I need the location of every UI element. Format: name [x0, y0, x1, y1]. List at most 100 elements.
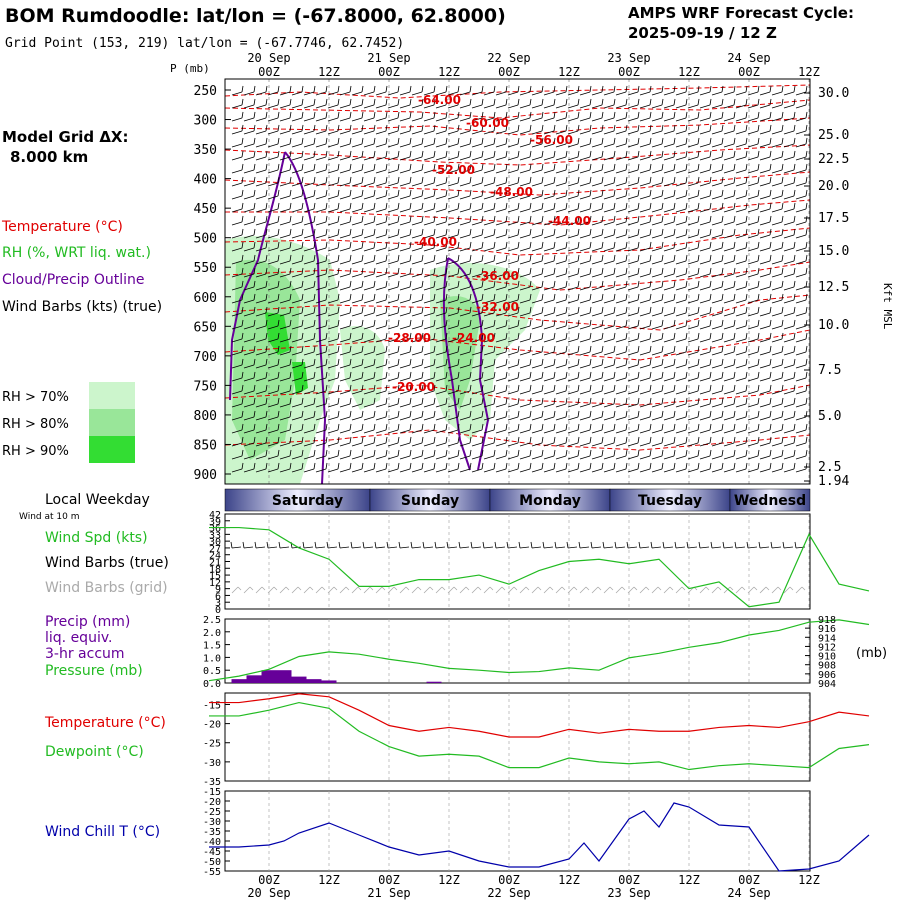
wind-barb-flag — [541, 85, 544, 93]
wind-barb — [387, 410, 400, 421]
wind-barb-shaft — [315, 416, 327, 421]
wind-barb-shaft — [399, 338, 411, 343]
wind-barb-flag — [409, 228, 412, 236]
wind-barb — [255, 228, 268, 239]
wind-barb-flag — [541, 215, 544, 223]
wind-barb — [363, 319, 376, 330]
wind-barb-flag — [337, 384, 340, 392]
wind-barb-shaft — [339, 260, 351, 265]
wind-barb — [267, 215, 280, 226]
wind-barb-flag — [493, 462, 496, 470]
wind-barb — [375, 111, 388, 122]
wind-barb — [459, 423, 472, 434]
wind-barb-flag — [517, 215, 520, 223]
wind-barb — [423, 267, 436, 278]
bottom-date-label: 20 Sep — [247, 886, 290, 900]
wind-barb-flag — [481, 228, 484, 236]
wind-barb-flag — [337, 85, 340, 93]
wind-barb-shaft — [399, 208, 411, 213]
wind-barb-flag — [289, 241, 292, 249]
wind-barb — [411, 462, 424, 473]
wind-barb — [483, 423, 496, 434]
wind-barb-flag — [361, 189, 364, 197]
wind-barb — [435, 345, 448, 356]
wind-barb — [351, 85, 364, 96]
wind-barb-flag — [505, 189, 508, 197]
wind-barb — [231, 124, 244, 135]
wind-barb-shaft — [483, 169, 495, 174]
wind-barb-shaft — [363, 338, 375, 343]
wind-barb-flag — [493, 202, 496, 210]
wind-barb-flag — [373, 410, 376, 418]
wind-barb-shaft — [531, 312, 543, 317]
wind-barb-flag — [265, 163, 268, 171]
wind-barb-flag — [469, 280, 472, 288]
isotherm-line — [225, 144, 810, 166]
wind-barb-shaft — [351, 130, 363, 135]
height-tick-label: 12.5 — [818, 280, 849, 295]
wind-barb-flag — [373, 293, 376, 301]
wind-barb-shaft — [339, 429, 351, 434]
wind-barb-flag — [409, 176, 412, 184]
wind-barb-shaft — [423, 247, 435, 252]
wind-barb — [231, 306, 244, 317]
wind-barb-shaft — [435, 325, 447, 330]
wind-barb-flag — [481, 85, 484, 93]
wind-barb-shaft — [483, 91, 495, 96]
wind-barb — [243, 436, 256, 447]
wind-barb — [279, 345, 292, 356]
wind-barb-flag — [445, 449, 448, 457]
precip-bar — [231, 679, 247, 683]
wind-barb-shaft — [411, 351, 423, 356]
wind-barb — [459, 371, 472, 382]
wind-barb-flag — [445, 423, 448, 431]
wind-barb — [435, 280, 448, 291]
wind-barb — [519, 124, 532, 135]
isotherm-label: -64.00 — [418, 93, 461, 107]
wind-barb-flag — [265, 423, 268, 431]
wind-barb-shaft — [363, 312, 375, 317]
wind-barb-flag — [241, 462, 244, 470]
wind-barb-flag — [397, 306, 400, 314]
wind-barb — [363, 423, 376, 434]
wind-barb-shaft — [423, 169, 435, 174]
wind-barb-flag — [541, 254, 544, 262]
wind-barb-shaft — [279, 91, 291, 96]
wind-barb-shaft — [339, 325, 351, 330]
wind-barb — [351, 371, 364, 382]
wind-barb — [339, 436, 352, 447]
wind-barb-flag — [241, 332, 244, 340]
pressure-tick-label: 800 — [194, 409, 217, 424]
wind-barb-flag — [433, 397, 436, 405]
wind-barb-flag — [421, 345, 424, 353]
rh-shading-area — [265, 312, 290, 355]
wind-barb — [519, 410, 532, 421]
wind-barb — [351, 358, 364, 369]
wind-barb — [375, 254, 388, 265]
wind-barb-shaft — [375, 455, 387, 460]
wind-barb-shaft — [387, 416, 399, 421]
wind-barb-shaft — [267, 143, 279, 148]
wind-barb — [399, 293, 412, 304]
wind-barb-shaft — [399, 286, 411, 291]
wind-barb — [399, 397, 412, 408]
wind-barb-flag — [505, 384, 508, 392]
wind-barb-shaft — [459, 351, 471, 356]
wind-barb — [495, 215, 508, 226]
precip-bar — [291, 676, 307, 683]
wind-barb-shaft — [507, 351, 519, 356]
wind-barb-shaft — [435, 195, 447, 200]
wind-barb-shaft — [447, 273, 459, 278]
wind-barb-shaft — [459, 91, 471, 96]
wind-barb — [495, 241, 508, 252]
wind-barb-flag — [373, 319, 376, 327]
wind-barb-shaft — [435, 169, 447, 174]
wind-barb — [303, 410, 316, 421]
wind-barb — [267, 449, 280, 460]
wind-barb-flag — [373, 176, 376, 184]
wind-barb-shaft — [411, 299, 423, 304]
wind-barb-flag — [409, 215, 412, 223]
wind-barb-shaft — [315, 338, 327, 343]
wind-barb — [471, 332, 484, 343]
wind-barb-flag — [505, 371, 508, 379]
